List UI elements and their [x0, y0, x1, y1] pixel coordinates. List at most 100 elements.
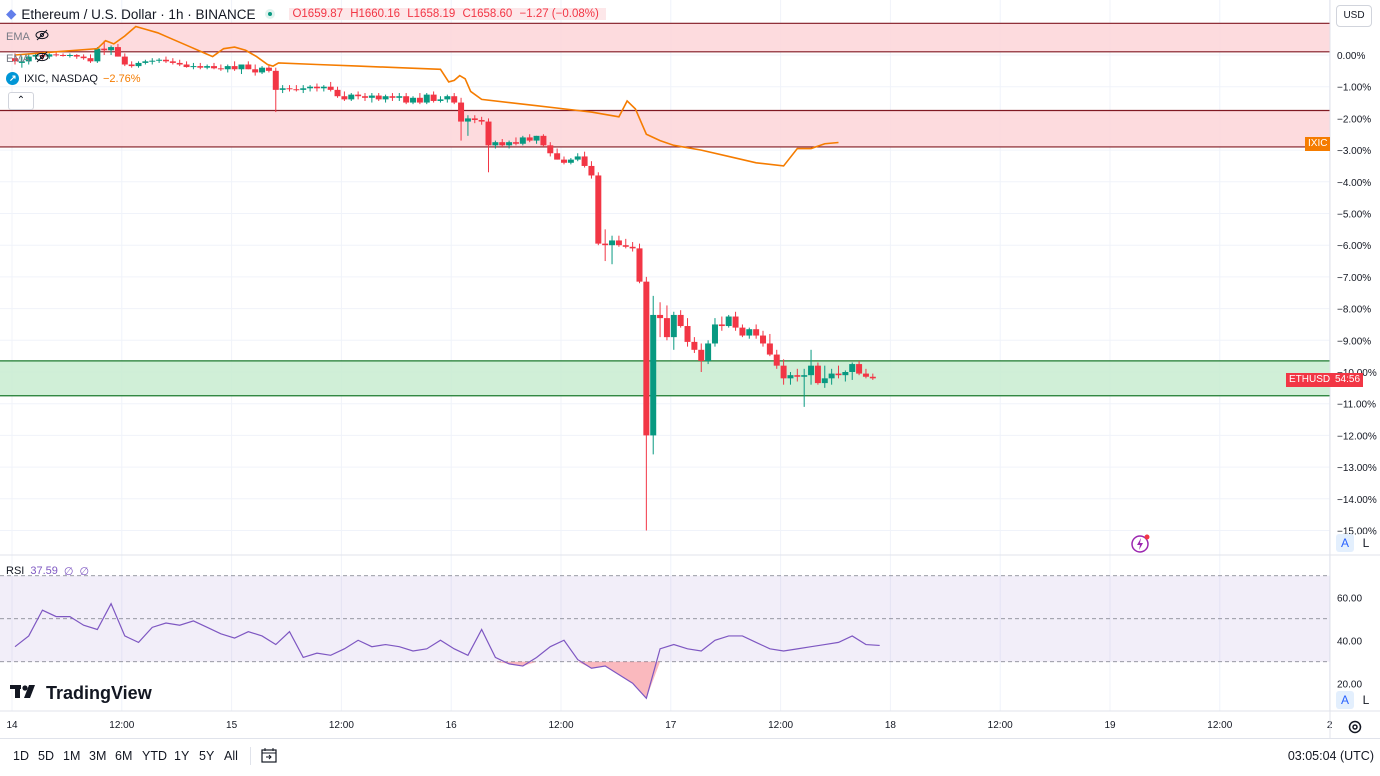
candle-body	[403, 96, 410, 103]
x-tick-label: 12:00	[548, 720, 573, 731]
ixic-legend[interactable]: ↗ IXIC, NASDAQ −2.76%	[6, 72, 141, 85]
timeframe-6m[interactable]: 6M	[115, 749, 133, 763]
candle-body	[32, 55, 39, 57]
candle-body	[12, 58, 18, 62]
candle-body	[691, 341, 698, 350]
candle-body	[643, 281, 650, 436]
lightning-icon[interactable]	[1131, 534, 1150, 553]
candle-body	[814, 365, 821, 384]
candle-body	[169, 61, 176, 63]
rsi-value: 37.59	[30, 565, 58, 577]
axes: 0.00% −1.00% −2.00% −3.00% −4.00% −5.00% −6.00…	[0, 0, 1380, 738]
log-scale-button[interactable]: L	[1357, 534, 1375, 552]
rsi-pane	[0, 575, 1330, 700]
candle-body	[320, 86, 327, 89]
symbol-title[interactable]: Ethereum / U.S. Dollar · 1h · BINANCE	[21, 6, 256, 22]
candle-body	[252, 69, 259, 73]
candle-body	[348, 94, 355, 100]
rsi-extra-1: ∅	[63, 566, 74, 578]
candle-body	[650, 314, 657, 436]
candle-body	[101, 48, 108, 51]
x-tick-label: 18	[885, 720, 897, 731]
candle-body	[753, 329, 760, 336]
candle-body	[430, 94, 437, 101]
eye-off-icon[interactable]	[35, 29, 49, 44]
ema-indicator-2[interactable]: EMA	[6, 51, 49, 66]
candle-body	[705, 343, 712, 361]
y-tick-label: −15.00%	[1337, 527, 1377, 538]
chart-canvas[interactable]: 0.00% −1.00% −2.00% −3.00% −4.00% −5.00% −6.00…	[0, 0, 1380, 738]
eye-off-icon[interactable]	[35, 51, 49, 66]
candle-body	[615, 240, 622, 246]
candle-body	[259, 67, 266, 73]
candle-body	[94, 48, 101, 62]
tradingview-logo[interactable]: TradingView	[10, 683, 152, 704]
candle-body	[588, 165, 595, 176]
candle-body	[300, 88, 307, 90]
timeframe-5y[interactable]: 5Y	[199, 749, 215, 763]
candle-body	[46, 54, 53, 57]
timeframe-5d[interactable]: 5D	[38, 749, 54, 763]
y-tick-label: −13.00%	[1337, 463, 1377, 474]
candle-body	[382, 96, 389, 100]
candle-body	[416, 97, 423, 103]
candle-body	[176, 62, 183, 65]
candle-body	[437, 99, 444, 101]
timeframe-1d[interactable]: 1D	[13, 749, 29, 763]
timeframe-1m[interactable]: 1M	[63, 749, 81, 763]
candle-body	[780, 365, 787, 379]
candle-body	[540, 135, 547, 146]
ema-label: EMA	[6, 30, 30, 43]
open-value: O1659.87	[292, 8, 343, 20]
settings-gear-icon[interactable]	[1346, 718, 1364, 736]
candle-body	[444, 96, 451, 100]
rsi-extra-2: ∅	[79, 566, 90, 578]
ixic-value: −2.76%	[102, 72, 141, 85]
candle-body	[506, 142, 513, 146]
candle-body	[307, 86, 314, 89]
candle-body	[567, 159, 574, 163]
candle-body	[821, 378, 828, 384]
timeframe-all[interactable]: All	[224, 749, 238, 763]
y-tick-label: −11.00%	[1337, 400, 1376, 411]
candle-body	[663, 318, 670, 338]
candle-body	[464, 118, 471, 122]
candle-body	[162, 59, 169, 62]
utc-clock[interactable]: 03:05:04 (UTC)	[1287, 749, 1374, 763]
candle-body	[794, 375, 801, 377]
candle-body	[849, 364, 856, 372]
candle-body	[760, 335, 767, 344]
candle-body	[492, 142, 499, 146]
candle-body	[547, 145, 554, 154]
date-range-icon[interactable]	[260, 747, 278, 770]
rsi-legend[interactable]: RSI 37.59 ∅ ∅	[6, 565, 89, 578]
high-value: H1660.16	[350, 8, 401, 20]
rsi-log-scale-button[interactable]: L	[1357, 691, 1375, 709]
ema-indicator-1[interactable]: EMA	[6, 29, 49, 44]
currency-selector[interactable]: USD	[1336, 5, 1372, 27]
y-tick-label: −7.00%	[1337, 273, 1371, 284]
candle-body	[327, 86, 334, 90]
auto-scale-button[interactable]: A	[1336, 534, 1354, 552]
rsi-auto-scale-button[interactable]: A	[1336, 691, 1354, 709]
x-tick-label: 12:00	[988, 720, 1013, 731]
candle-body	[108, 47, 115, 51]
collapse-legend-button[interactable]: ⌃	[8, 92, 34, 110]
x-tick-label: 19	[1104, 720, 1116, 731]
candle-body	[25, 56, 32, 62]
candle-body	[595, 175, 602, 244]
candle-body	[725, 316, 732, 327]
timeframe-ytd[interactable]: YTD	[142, 749, 167, 763]
symbol-legend[interactable]: ◆ Ethereum / U.S. Dollar · 1h · BINANCE …	[6, 4, 606, 24]
candle-body	[574, 156, 581, 160]
candle-body	[279, 88, 286, 90]
candle-body	[265, 67, 272, 71]
timeframe-3m[interactable]: 3M	[89, 749, 107, 763]
timeframe-1y[interactable]: 1Y	[174, 749, 190, 763]
candle-body	[766, 343, 773, 355]
candle-body	[657, 314, 664, 319]
nasdaq-logo-icon: ↗	[6, 72, 19, 85]
resistance-zone	[0, 23, 1330, 52]
candle-body	[149, 60, 156, 62]
candle-body	[410, 97, 417, 103]
